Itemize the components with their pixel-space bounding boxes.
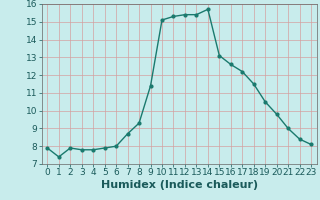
X-axis label: Humidex (Indice chaleur): Humidex (Indice chaleur): [100, 180, 258, 190]
